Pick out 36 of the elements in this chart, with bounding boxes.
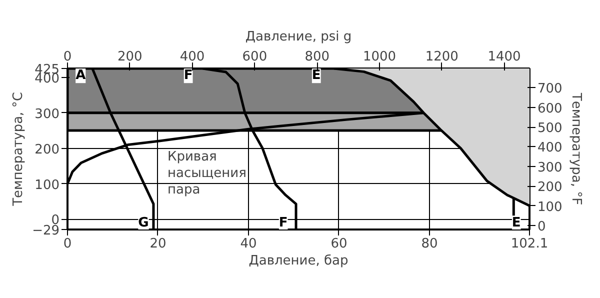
x-tick-label: 60 bbox=[330, 236, 348, 252]
x-tick-label: 40 bbox=[240, 236, 257, 252]
y2-tick-label: 400 bbox=[538, 140, 562, 156]
annotation: F bbox=[278, 216, 288, 231]
x-tick-label: 20 bbox=[150, 236, 166, 252]
y-tick-label: 200 bbox=[34, 142, 60, 158]
x2-tick-label: 0 bbox=[63, 50, 72, 64]
x-tick-label: 102.1 bbox=[510, 236, 548, 252]
y2-tick-label: 200 bbox=[538, 180, 562, 196]
y2-tick-label: 300 bbox=[538, 160, 562, 176]
x2-axis-title: Давление, psi g bbox=[245, 30, 352, 44]
annotation: G bbox=[138, 216, 149, 231]
y2-tick-label: 500 bbox=[538, 121, 562, 136]
annotation: A bbox=[76, 68, 86, 84]
annotation: E bbox=[512, 216, 521, 231]
annotation: Кривая насыщения пара bbox=[168, 150, 246, 198]
annotation: E bbox=[312, 68, 321, 84]
y-tick-label: 300 bbox=[34, 106, 60, 122]
x2-tick-label: 400 bbox=[180, 50, 205, 64]
y2-tick-label: 700 bbox=[538, 82, 562, 97]
x2-tick-label: 1200 bbox=[425, 50, 458, 64]
y-tick-label: 100 bbox=[34, 178, 60, 193]
y2-tick-label: 100 bbox=[538, 200, 562, 215]
y2-axis-title: Температура, °F bbox=[568, 92, 584, 206]
x2-tick-label: 800 bbox=[304, 50, 330, 64]
x2-tick-label: 1000 bbox=[362, 50, 396, 64]
y2-tick-label: 600 bbox=[538, 101, 562, 116]
annotation: F bbox=[184, 68, 193, 84]
y-axis-title: Температура, °C bbox=[11, 92, 26, 207]
y2-tick-label: 0 bbox=[538, 220, 546, 235]
x-tick-label: 80 bbox=[421, 236, 438, 252]
x2-tick-label: 1400 bbox=[488, 50, 521, 64]
x2-tick-label: 600 bbox=[242, 50, 268, 64]
x-tick-label: 0 bbox=[63, 236, 72, 252]
x2-tick-label: 200 bbox=[117, 50, 142, 64]
x-axis-title: Давление, бар bbox=[248, 254, 348, 268]
